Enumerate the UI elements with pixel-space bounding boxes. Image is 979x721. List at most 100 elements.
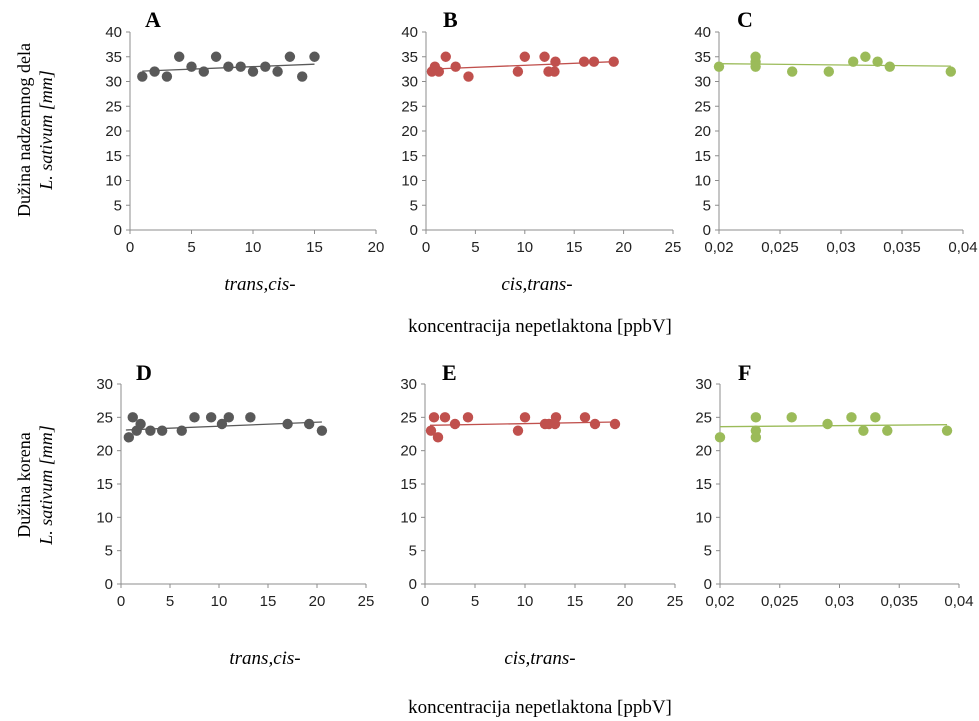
panel-c-point — [713, 61, 725, 72]
panel-c-ytick-label: 0 — [703, 222, 711, 239]
panel-f-xtick-label: 0,035 — [880, 593, 918, 610]
panel-b-xtick-label: 5 — [471, 239, 479, 256]
panel-b-point — [463, 71, 474, 82]
panel-b-ytick-label: 30 — [401, 74, 418, 91]
panel-c-ytick-label: 20 — [694, 123, 711, 140]
panel-d-point — [223, 412, 234, 423]
panel-f-xtick-label: 0,04 — [944, 593, 973, 610]
panel-f-xtick-label: 0,025 — [761, 593, 799, 610]
panel-a-point — [210, 51, 222, 62]
panel-d-xtick-label: 10 — [211, 593, 228, 610]
panel-f-xtick-label: 0,02 — [705, 593, 734, 610]
panel-e-xlabel: cis,trans- — [504, 648, 575, 669]
panel-f-label: F — [738, 360, 751, 385]
panel-d-point — [205, 412, 217, 423]
panel-d-ytick-label: 15 — [96, 476, 113, 493]
panel-a-point — [309, 51, 320, 62]
panel-e-ytick-label: 20 — [400, 443, 417, 460]
panel-e-point — [428, 412, 440, 423]
panel-a-label: A — [145, 7, 161, 32]
panel-b-point — [512, 66, 524, 77]
panel-b-point — [519, 51, 530, 62]
panel-e-label: E — [442, 360, 457, 385]
panel-d-ytick-label: 5 — [105, 543, 113, 560]
panel-a-point — [161, 71, 173, 82]
panel-a-ytick-label: 25 — [105, 98, 122, 115]
panel-b-point — [608, 56, 619, 67]
panel-d-point — [176, 425, 187, 436]
panel-f-point — [941, 425, 953, 436]
panel-f-point — [714, 432, 726, 443]
common-xlabel-row2: koncentracija nepetlaktona [ppbV] — [408, 697, 672, 718]
panel-f: 0 5 10 15 20 25 30 0,02 0,025 0,03 0,035 0,04 F — [695, 360, 973, 610]
panel-e-xtick-label: 25 — [667, 593, 684, 610]
panel-b-point — [549, 66, 560, 77]
panel-a-xtick-label: 15 — [306, 239, 323, 256]
panel-f-point — [822, 418, 833, 430]
panel-f-ytick-label: 20 — [695, 443, 712, 460]
panel-e-point — [449, 418, 461, 430]
panel-b-ytick-label: 40 — [401, 24, 418, 41]
panel-f-ytick-label: 15 — [695, 476, 712, 493]
panel-d-xtick-label: 0 — [117, 593, 125, 610]
panel-c-point — [884, 61, 895, 72]
panel-c-xtick-label: 0,03 — [826, 239, 855, 256]
panel-c-xtick-label: 0,02 — [704, 239, 733, 256]
panel-e-point — [550, 412, 562, 423]
panel-f-ytick-label: 10 — [695, 509, 712, 526]
common-xlabel-row1: koncentracija nepetlaktona [ppbV] — [408, 316, 672, 337]
panel-c-ytick-label: 30 — [694, 74, 711, 91]
panel-a-point — [149, 66, 160, 77]
panel-c-point — [860, 51, 871, 62]
panel-d-point — [282, 418, 293, 430]
row1-ylabel-line2: L. sativum [mm] — [36, 70, 56, 191]
panel-b-ytick-label: 25 — [401, 98, 418, 115]
panel-c: 0 5 10 15 20 25 30 35 40 0,02 0,025 0,03 0,035 0,04 C — [694, 7, 977, 256]
panel-f-ytick-label: 0 — [704, 576, 712, 593]
row1-ylabel-line1: Dužina nadzemnog dela — [14, 43, 34, 217]
panel-c-ytick-label: 25 — [694, 98, 711, 115]
panel-c-ytick-label: 35 — [694, 49, 711, 66]
panel-b-ytick-label: 10 — [401, 173, 418, 190]
panel-e-point — [579, 412, 591, 423]
panel-d-point — [156, 425, 168, 436]
panel-b-point — [450, 61, 461, 72]
panel-f-point — [750, 412, 762, 423]
panel-d-ytick-label: 20 — [96, 443, 113, 460]
panel-b-ytick-label: 35 — [401, 49, 418, 66]
panel-c-point — [750, 51, 761, 62]
panel-d-point — [216, 418, 228, 430]
panel-d-ytick-label: 30 — [96, 376, 113, 393]
panel-c-point — [848, 56, 859, 67]
panel-e-ytick-label: 25 — [400, 409, 417, 426]
panel-a-point — [284, 51, 296, 62]
panel-f-ytick-label: 5 — [704, 543, 712, 560]
panel-a-xtick-label: 5 — [187, 239, 195, 256]
panel-c-xtick-label: 0,04 — [948, 239, 977, 256]
panel-a-point — [174, 51, 185, 62]
panel-c-ytick-label: 10 — [694, 173, 711, 190]
panel-e-xtick-label: 0 — [421, 593, 429, 610]
panel-d-ytick-label: 10 — [96, 509, 113, 526]
panel-a-ytick-label: 40 — [105, 24, 122, 41]
panel-e-xtick-label: 5 — [471, 593, 479, 610]
panel-f-point — [858, 425, 869, 436]
panel-e-xtick-label: 20 — [617, 593, 634, 610]
panel-f-ytick-label: 30 — [695, 376, 712, 393]
panel-a-point — [272, 66, 283, 77]
panel-d-xtick-label: 15 — [260, 593, 277, 610]
panel-b-ytick-label: 5 — [410, 197, 418, 214]
panel-e-point — [439, 412, 451, 423]
panel-b-xtick-label: 15 — [566, 239, 583, 256]
panel-e-ytick-label: 0 — [409, 576, 417, 593]
panel-b-ytick-label: 15 — [401, 148, 418, 165]
panel-b-ytick-label: 20 — [401, 123, 418, 140]
panel-b-point — [578, 56, 590, 67]
panel-c-ytick-label: 5 — [703, 197, 711, 214]
panel-d-xlabel: trans,cis- — [229, 648, 300, 669]
panel-c-point — [823, 66, 834, 77]
panel-a-xtick-label: 10 — [245, 239, 262, 256]
panel-f-point — [786, 412, 797, 423]
